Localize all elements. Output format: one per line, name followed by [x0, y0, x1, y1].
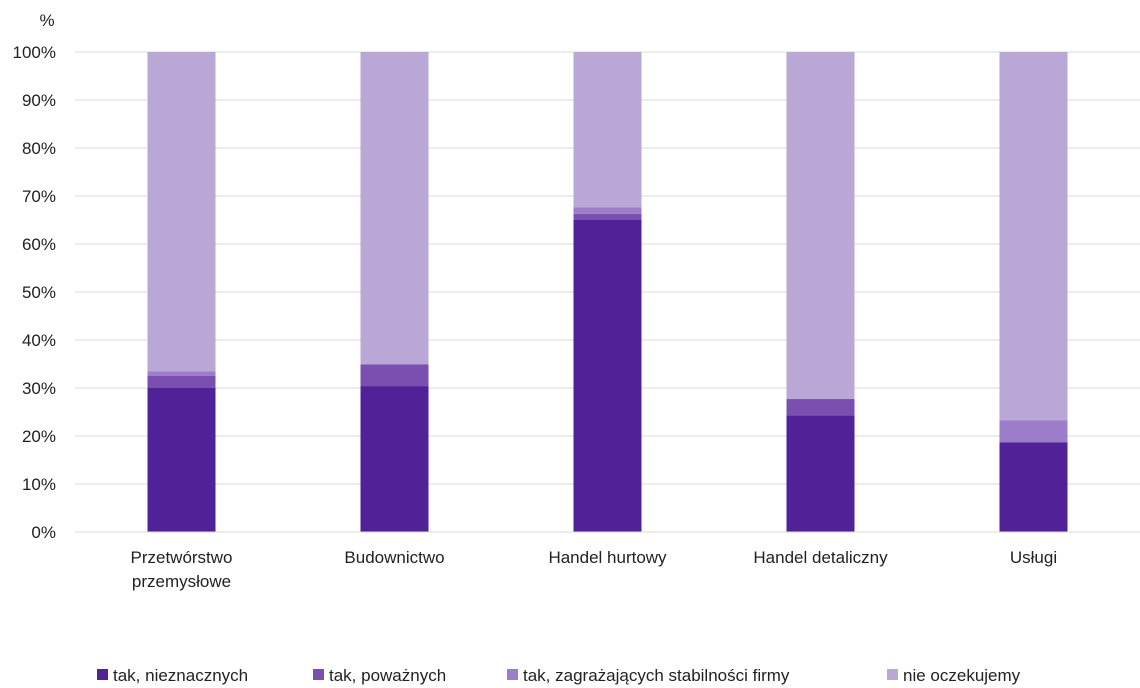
x-category-label: Budownictwo [344, 548, 444, 567]
legend: tak, nieznacznych tak, poważnych tak, zagr… [97, 666, 1021, 685]
legend-label: tak, zagrażających stabilności firmy [523, 666, 790, 685]
bar-segment [999, 442, 1068, 532]
bar-segment [360, 364, 429, 387]
bar-segment [786, 415, 855, 532]
y-tick-label: 50% [22, 283, 56, 302]
bar-segment [147, 388, 216, 532]
bar-segment [786, 399, 855, 416]
y-tick-label: 30% [22, 379, 56, 398]
bar-segment [786, 52, 855, 400]
legend-swatch [313, 669, 324, 680]
legend-swatch [887, 669, 898, 680]
y-axis-label: % [39, 11, 54, 30]
y-tick-label: 80% [22, 139, 56, 158]
y-tick-label: 100% [13, 43, 56, 62]
bar-segment [999, 52, 1068, 421]
legend-label: nie oczekujemy [903, 666, 1021, 685]
bar-segment [147, 371, 216, 376]
y-tick-label: 40% [22, 331, 56, 350]
bar-segment [147, 52, 216, 372]
bar-segment [573, 207, 642, 214]
x-category-label: Handel hurtowy [548, 548, 667, 567]
bar-segment [147, 376, 216, 388]
bar-segment [999, 420, 1068, 443]
y-tick-label: 0% [31, 523, 56, 542]
x-category-label: Przetwórstwo przemysłowe [130, 548, 232, 591]
bar-segment [573, 52, 642, 208]
y-tick-label: 10% [22, 475, 56, 494]
bar-segment [360, 52, 429, 365]
x-category-label: Usługi [1010, 548, 1057, 567]
bar-segment [573, 220, 642, 532]
bar-segment [360, 386, 429, 532]
legend-label: tak, nieznacznych [113, 666, 248, 685]
legend-swatch [97, 669, 108, 680]
y-tick-label: 20% [22, 427, 56, 446]
y-tick-label: 90% [22, 91, 56, 110]
y-axis-ticks: 0% 10% 20% 30% 40% 50% 60% 70% 80% 90% 100% [13, 43, 56, 542]
y-tick-label: 60% [22, 235, 56, 254]
x-axis-labels: Przetwórstwo przemysłowe Budownictwo Handel… [130, 548, 1057, 591]
bars [147, 52, 1068, 532]
x-category-label: Handel detaliczny [753, 548, 888, 567]
legend-swatch [507, 669, 518, 680]
bar-segment [573, 213, 642, 220]
legend-label: tak, poważnych [329, 666, 446, 685]
y-tick-label: 70% [22, 187, 56, 206]
